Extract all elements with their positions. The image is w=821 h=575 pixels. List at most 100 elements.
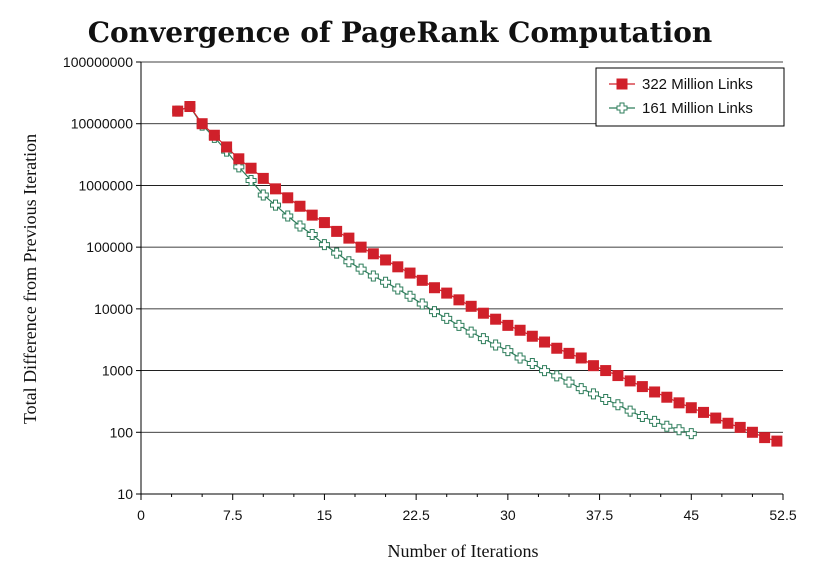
legend-box xyxy=(595,67,785,127)
x-tick-label: 30 xyxy=(500,507,516,523)
data-point xyxy=(563,376,575,388)
data-point xyxy=(771,435,783,447)
y-tick-label: 100000 xyxy=(86,239,133,255)
data-point xyxy=(306,229,318,241)
data-point xyxy=(221,141,233,153)
data-point xyxy=(698,406,710,418)
data-point xyxy=(318,217,330,229)
data-point xyxy=(685,402,697,414)
data-point xyxy=(575,352,587,364)
data-point xyxy=(587,360,599,372)
data-point xyxy=(600,365,612,377)
data-point xyxy=(551,342,563,354)
data-point xyxy=(355,263,367,275)
data-point xyxy=(624,375,636,387)
data-point xyxy=(196,118,208,130)
data-point xyxy=(490,339,502,351)
x-axis-ticks: 0 7.5 15 22.5 30 37.5 45 52.5 xyxy=(137,494,797,523)
data-point xyxy=(172,105,184,117)
data-point xyxy=(343,232,355,244)
data-point xyxy=(539,365,551,377)
data-point xyxy=(734,421,746,433)
data-point xyxy=(649,386,661,398)
chart-title: Convergence of PageRank Computation xyxy=(88,16,713,49)
data-point xyxy=(661,420,673,432)
data-point xyxy=(245,175,257,187)
data-point xyxy=(392,283,404,295)
data-point xyxy=(502,345,514,357)
y-tick-label: 1000 xyxy=(102,363,133,379)
data-point xyxy=(746,426,758,438)
legend-marker xyxy=(616,78,628,90)
data-point xyxy=(526,330,538,342)
data-point xyxy=(710,412,722,424)
data-point xyxy=(282,192,294,204)
data-point xyxy=(661,391,673,403)
data-point xyxy=(294,200,306,212)
y-tick-label: 1000000 xyxy=(78,177,133,193)
data-point xyxy=(380,276,392,288)
data-point xyxy=(453,319,465,331)
data-point xyxy=(428,282,440,294)
data-point xyxy=(624,405,636,417)
data-point xyxy=(257,189,269,201)
data-point xyxy=(685,428,697,440)
data-point xyxy=(477,333,489,345)
legend: 322 Million Links 161 Million Links xyxy=(595,67,785,127)
data-point xyxy=(245,162,257,174)
y-axis-ticks: 10 100 1000 10000 100000 1000000 10000000 10000… xyxy=(63,54,141,502)
series-line xyxy=(177,105,778,442)
data-point xyxy=(673,424,685,436)
data-point xyxy=(551,370,563,382)
data-point xyxy=(600,393,612,405)
grid xyxy=(141,61,783,495)
x-tick-label: 45 xyxy=(683,507,699,523)
y-tick-label: 100 xyxy=(110,424,134,440)
data-point xyxy=(294,220,306,232)
data-point xyxy=(514,352,526,364)
data-point xyxy=(453,294,465,306)
data-point xyxy=(502,319,514,331)
data-point xyxy=(331,225,343,237)
data-point xyxy=(587,388,599,400)
data-point xyxy=(380,254,392,266)
data-point xyxy=(208,129,220,141)
data-point xyxy=(416,298,428,310)
data-point xyxy=(367,270,379,282)
series-cross xyxy=(172,101,697,440)
legend-label: 161 Million Links xyxy=(642,100,753,117)
data-point xyxy=(392,261,404,273)
y-tick-label: 10 xyxy=(117,486,133,502)
data-point xyxy=(612,370,624,382)
data-point xyxy=(465,326,477,338)
data-point xyxy=(514,324,526,336)
x-tick-label: 52.5 xyxy=(769,507,796,523)
data-point xyxy=(428,306,440,318)
y-tick-label: 10000000 xyxy=(71,116,134,132)
y-axis-title: Total Difference from Previous Iteration xyxy=(20,134,40,424)
data-point xyxy=(526,358,538,370)
data-point xyxy=(233,161,245,173)
data-point xyxy=(343,256,355,268)
legend-item: 322 Million Links xyxy=(609,76,753,93)
data-point xyxy=(563,347,575,359)
series-square xyxy=(172,101,783,447)
data-point xyxy=(331,247,343,259)
data-point xyxy=(441,312,453,324)
x-axis-title: Number of Iterations xyxy=(388,541,539,561)
data-point xyxy=(233,153,245,165)
data-point xyxy=(270,199,282,211)
data-point xyxy=(722,417,734,429)
legend-marker xyxy=(616,102,628,114)
legend-label: 322 Million Links xyxy=(642,76,753,93)
data-point xyxy=(416,274,428,286)
data-point xyxy=(649,415,661,427)
x-tick-label: 15 xyxy=(317,507,333,523)
data-point xyxy=(270,183,282,195)
y-tick-label: 100000000 xyxy=(63,54,133,70)
x-tick-label: 22.5 xyxy=(403,507,430,523)
data-point xyxy=(636,411,648,423)
legend-item: 161 Million Links xyxy=(609,100,753,117)
data-point xyxy=(318,239,330,251)
